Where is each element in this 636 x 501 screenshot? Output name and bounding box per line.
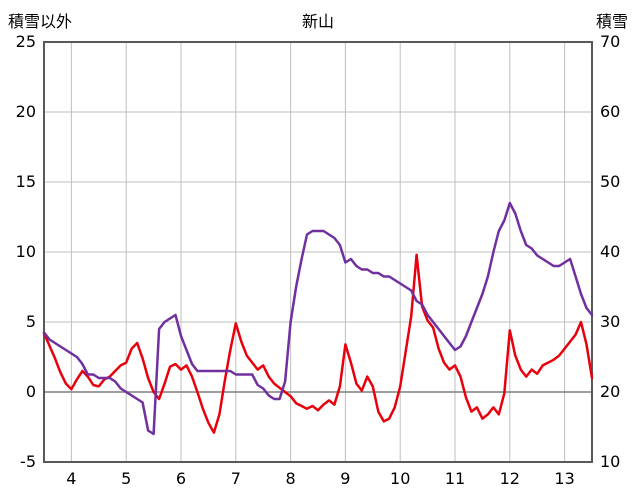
right-axis-tick: 10	[600, 452, 620, 471]
right-axis-tick: 50	[600, 172, 620, 191]
right-axis-tick: 40	[600, 242, 620, 261]
right-axis-tick: 70	[600, 32, 620, 51]
x-axis-tick: 5	[121, 469, 131, 488]
x-axis-tick: 7	[231, 469, 241, 488]
left-axis-tick: 25	[16, 32, 36, 51]
x-axis-tick: 10	[390, 469, 410, 488]
right-axis-title: 積雪	[595, 12, 628, 31]
left-axis-tick: 0	[26, 382, 36, 401]
left-axis-title: 積雪以外	[8, 12, 73, 31]
left-axis-tick: 10	[16, 242, 36, 261]
x-axis-tick: 11	[445, 469, 465, 488]
left-axis-tick: 5	[26, 312, 36, 331]
x-axis-tick: 9	[340, 469, 350, 488]
plot-border	[43, 41, 593, 463]
right-axis-tick: 30	[600, 312, 620, 331]
red-series-line	[42, 253, 594, 434]
x-axis-tick: 12	[500, 469, 520, 488]
left-axis-tick: -5	[20, 452, 36, 471]
right-axis-tick: 60	[600, 102, 620, 121]
purple-series-line	[42, 201, 594, 436]
x-axis-tick: 13	[554, 469, 574, 488]
left-axis-tick: 15	[16, 172, 36, 191]
left-axis-tick: 20	[16, 102, 36, 121]
x-axis-tick: 6	[176, 469, 186, 488]
right-axis-tick: 20	[600, 382, 620, 401]
chart-title: 新山	[301, 12, 334, 31]
x-axis-tick: 8	[286, 469, 296, 488]
x-axis-tick: 4	[66, 469, 76, 488]
